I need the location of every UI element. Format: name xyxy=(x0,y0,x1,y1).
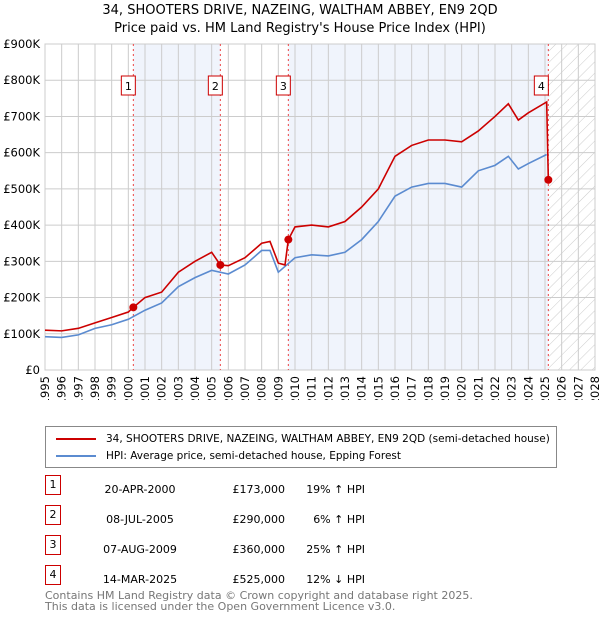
x-tick-label: 2016 xyxy=(388,376,402,400)
x-tick-label: 2019 xyxy=(438,376,452,400)
x-tick-label: 2003 xyxy=(171,376,185,400)
y-tick-label: £0 xyxy=(25,363,40,377)
series-line xyxy=(44,153,548,339)
y-tick-label: £300K xyxy=(3,254,40,268)
x-tick-label: 2026 xyxy=(555,376,569,400)
forecast-hatch xyxy=(548,44,595,370)
title-line-1: 34, SHOOTERS DRIVE, NAZEING, WALTHAM ABB… xyxy=(102,3,498,18)
x-tick-label: 2006 xyxy=(221,376,235,400)
x-tick-label: 2022 xyxy=(488,376,502,400)
x-tick-label: 2012 xyxy=(321,376,335,400)
y-tick-label: £900K xyxy=(3,37,40,51)
sale-price: £290,000 xyxy=(232,513,286,526)
x-tick-label: 2008 xyxy=(255,376,269,400)
sale-number-badge: 1 xyxy=(45,475,61,495)
x-tick-label: 2020 xyxy=(455,376,469,400)
y-tick-label: £500K xyxy=(3,182,40,196)
x-tick-label: 2002 xyxy=(155,376,169,400)
legend-item-property: 34, SHOOTERS DRIVE, NAZEING, WALTHAM ABB… xyxy=(56,433,550,445)
table-row: 3 07-AUG-2009 £360,000 25% ↑ HPI xyxy=(45,535,445,563)
sale-label-box xyxy=(275,75,291,96)
x-tick-label: 2011 xyxy=(305,376,319,400)
sale-number-badge: 3 xyxy=(45,535,61,555)
sale-label: 3 xyxy=(280,80,287,93)
x-tick-label: 1995 xyxy=(38,376,52,400)
sale-hpi-diff: 6% ↑ HPI xyxy=(313,513,365,526)
sale-marker xyxy=(216,260,225,269)
sale-date: 14-MAR-2025 xyxy=(102,573,178,586)
y-tick-label: £800K xyxy=(3,73,40,87)
x-tick-label: 1997 xyxy=(71,376,85,400)
y-tick-label: £400K xyxy=(3,218,40,232)
x-tick-label: 1998 xyxy=(88,376,102,400)
shaded-band xyxy=(133,44,221,370)
x-tick-label: 2009 xyxy=(271,376,285,400)
sale-label: 4 xyxy=(538,80,545,93)
sale-marker xyxy=(284,235,293,244)
x-tick-label: 2024 xyxy=(521,376,535,400)
x-tick-label: 2028 xyxy=(588,376,600,400)
sale-price: £173,000 xyxy=(232,483,286,496)
y-tick-label: £200K xyxy=(3,291,40,305)
sale-number-badge: 4 xyxy=(45,565,61,585)
x-tick-label: 2023 xyxy=(505,376,519,400)
sale-hpi-diff: 19% ↑ HPI xyxy=(306,483,365,496)
legend-label: 34, SHOOTERS DRIVE, NAZEING, WALTHAM ABB… xyxy=(106,433,550,445)
x-tick-label: 2018 xyxy=(421,376,435,400)
table-row: 4 14-MAR-2025 £525,000 12% ↓ HPI xyxy=(45,565,445,593)
sale-price: £525,000 xyxy=(232,573,286,586)
sale-date: 07-AUG-2009 xyxy=(103,543,177,556)
legend: 34, SHOOTERS DRIVE, NAZEING, WALTHAM ABB… xyxy=(45,426,557,468)
x-tick-label: 2005 xyxy=(205,376,219,400)
sale-date: 08-JUL-2005 xyxy=(106,513,174,526)
y-tick-label: £100K xyxy=(3,327,40,341)
table-row: 1 20-APR-2000 £173,000 19% ↑ HPI xyxy=(45,475,445,503)
sale-hpi-diff: 25% ↑ HPI xyxy=(306,543,365,556)
sale-label-box xyxy=(120,75,136,96)
sale-label: 1 xyxy=(125,80,132,93)
x-tick-label: 1996 xyxy=(55,376,69,400)
y-tick-label: £700K xyxy=(3,109,40,123)
shaded-band xyxy=(288,44,549,370)
x-tick-label: 2014 xyxy=(355,376,369,400)
x-tick-label: 2015 xyxy=(371,376,385,400)
sale-date: 20-APR-2000 xyxy=(104,483,176,496)
chart-title: 34, SHOOTERS DRIVE, NAZEING, WALTHAM ABB… xyxy=(0,2,600,38)
x-tick-label: 2025 xyxy=(538,376,552,400)
sale-number-badge: 2 xyxy=(45,505,61,525)
sale-marker xyxy=(129,303,138,312)
x-tick-label: 2004 xyxy=(188,376,202,400)
sale-marker xyxy=(544,175,553,184)
title-line-2: Price paid vs. HM Land Registry's House … xyxy=(114,21,486,36)
x-tick-label: 1999 xyxy=(105,376,119,400)
sale-price: £360,000 xyxy=(232,543,286,556)
y-tick-label: £600K xyxy=(3,146,40,160)
legend-swatch-blue xyxy=(56,455,96,457)
x-tick-label: 2000 xyxy=(121,376,135,400)
x-tick-label: 2007 xyxy=(238,376,252,400)
plot-frame xyxy=(44,43,596,371)
legend-swatch-red xyxy=(56,438,96,440)
x-tick-label: 2001 xyxy=(138,376,152,400)
footer-line: This data is licensed under the Open Gov… xyxy=(45,600,396,613)
footer-attribution: Contains HM Land Registry data © Crown c… xyxy=(45,590,473,612)
table-row: 2 08-JUL-2005 £290,000 6% ↑ HPI xyxy=(45,505,445,533)
legend-label: HPI: Average price, semi-detached house,… xyxy=(106,450,401,462)
sale-hpi-diff: 12% ↓ HPI xyxy=(306,573,365,586)
sale-label-box xyxy=(533,75,549,96)
x-tick-label: 2013 xyxy=(338,376,352,400)
line-chart: 1995 1996 1997 1998 1999 2000 2001 2002 2003 2004… xyxy=(3,37,600,400)
footer-line: Contains HM Land Registry data © Crown c… xyxy=(45,589,473,602)
legend-item-hpi: HPI: Average price, semi-detached house,… xyxy=(56,450,401,462)
x-tick-label: 2010 xyxy=(288,376,302,400)
x-tick-label: 2017 xyxy=(405,376,419,400)
sale-label-box xyxy=(207,75,223,96)
sale-label: 2 xyxy=(212,80,219,93)
x-tick-label: 2027 xyxy=(571,376,585,400)
x-tick-label: 2021 xyxy=(471,376,485,400)
